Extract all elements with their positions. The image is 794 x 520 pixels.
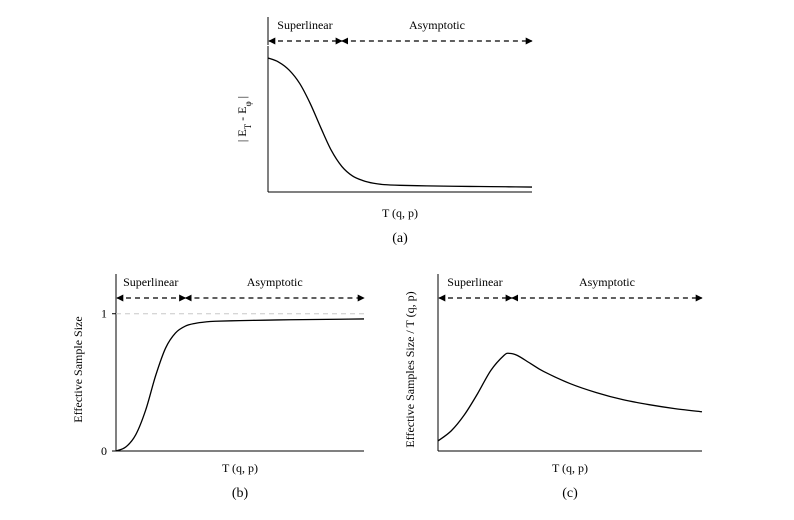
panel-caption: (c) bbox=[562, 486, 578, 501]
y-axis-label: Effective Samples Size / T (q, p) bbox=[403, 291, 417, 447]
x-axis-label: T (q, p) bbox=[552, 461, 588, 475]
y-tick-label: 1 bbox=[101, 307, 107, 321]
series-line bbox=[437, 352, 703, 442]
regime-label-superlinear: Superlinear bbox=[447, 275, 502, 289]
regime-label-superlinear: Superlinear bbox=[123, 275, 178, 289]
x-axis-label: T (q, p) bbox=[382, 206, 418, 220]
panel-caption: (b) bbox=[232, 486, 249, 501]
panel-b: 0 1 Superlinear Asymptotic T (q, p) Effective… bbox=[71, 274, 365, 501]
series-line bbox=[267, 57, 533, 188]
y-axis-label: Effective Sample Size bbox=[71, 316, 85, 422]
regime-label-asymptotic: Asymptotic bbox=[409, 18, 465, 32]
regime-label-superlinear: Superlinear bbox=[277, 18, 332, 32]
y-axis-label: | ET - Eφ | bbox=[235, 96, 253, 142]
regime-label-asymptotic: Asymptotic bbox=[247, 275, 303, 289]
panel-caption: (a) bbox=[392, 231, 408, 246]
regime-label-asymptotic: Asymptotic bbox=[579, 275, 635, 289]
y-tick-label: 0 bbox=[101, 444, 107, 458]
panel-c: Superlinear Asymptotic T (q, p) Effective S… bbox=[403, 274, 703, 501]
panel-a: Superlinear Asymptotic T (q, p) | ET - Eφ |… bbox=[235, 17, 533, 246]
x-axis-label: T (q, p) bbox=[222, 461, 258, 475]
series-line bbox=[115, 318, 365, 452]
